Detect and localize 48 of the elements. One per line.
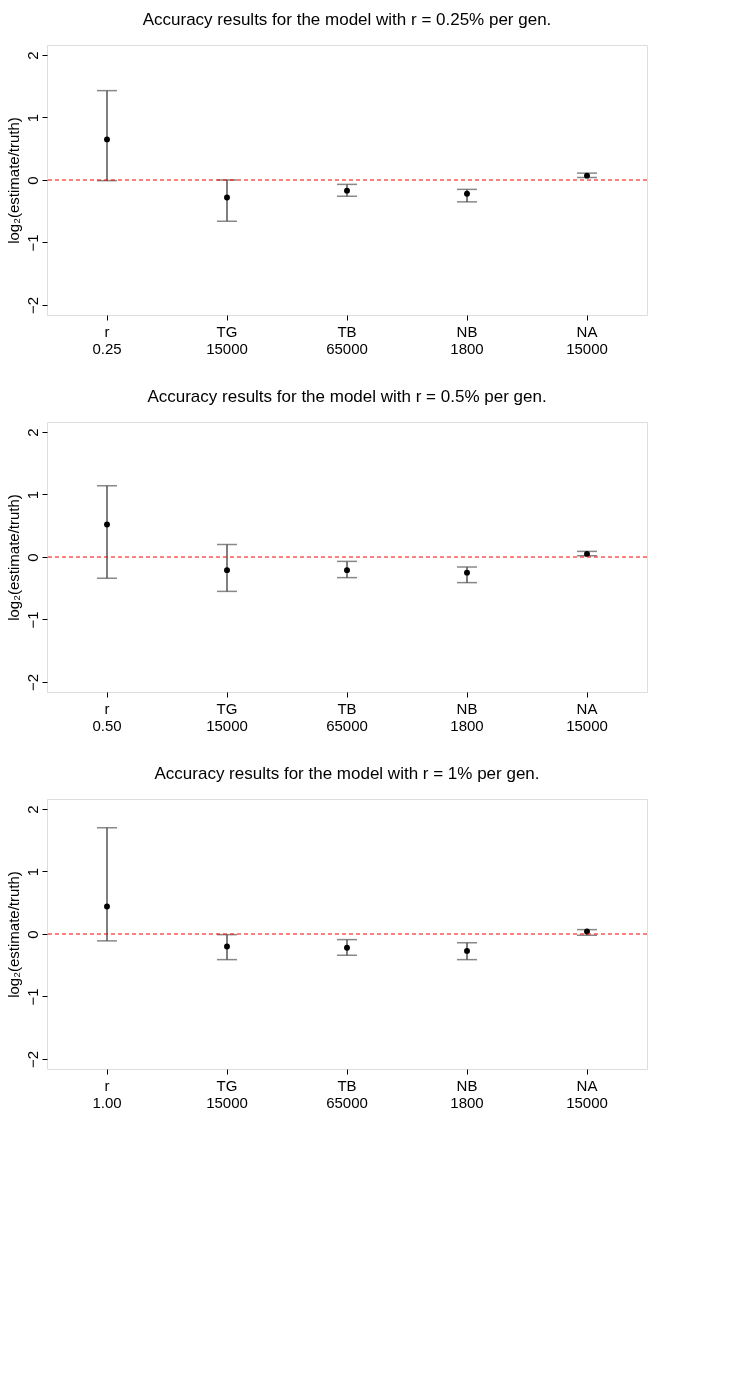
x-tick-label: TB 65000 bbox=[326, 699, 368, 734]
y-tick-label: 1 bbox=[23, 113, 41, 123]
point bbox=[224, 194, 230, 201]
point bbox=[224, 943, 230, 950]
point bbox=[344, 567, 350, 574]
y-tick-label: −1 bbox=[23, 611, 41, 629]
point bbox=[464, 569, 470, 576]
point bbox=[344, 187, 350, 194]
y-tick-label: 0 bbox=[23, 176, 41, 185]
y-tick-label: −1 bbox=[23, 988, 41, 1006]
point bbox=[104, 521, 110, 528]
y-tick-label: 2 bbox=[23, 805, 41, 814]
x-tick-label: TG 15000 bbox=[206, 699, 248, 734]
y-tick-label: 1 bbox=[23, 867, 41, 877]
x-tick-label: TB 65000 bbox=[326, 322, 368, 357]
x-tick-label: TG 15000 bbox=[206, 1076, 248, 1111]
x-tick-label: NA 15000 bbox=[566, 699, 608, 734]
y-tick-label: 2 bbox=[23, 428, 41, 437]
y-axis-title: log₂(estimate/truth) bbox=[4, 494, 22, 621]
point bbox=[464, 947, 470, 954]
y-axis-title: log₂(estimate/truth) bbox=[4, 117, 22, 244]
x-tick-label: TB 65000 bbox=[326, 1076, 368, 1111]
x-tick-label: r 0.50 bbox=[92, 699, 122, 734]
point bbox=[224, 567, 230, 574]
x-tick-label: NB 1800 bbox=[450, 322, 484, 357]
x-tick-label: NB 1800 bbox=[450, 1076, 484, 1111]
chart-title: Accuracy results for the model with r = 1% per gen. bbox=[154, 764, 540, 783]
point bbox=[104, 903, 110, 910]
y-tick-label: 2 bbox=[23, 51, 41, 60]
x-tick-label: TG 15000 bbox=[206, 322, 248, 357]
x-tick-label: NA 15000 bbox=[566, 322, 608, 357]
chart-title: Accuracy results for the model with r = 0.25% per gen. bbox=[142, 10, 552, 29]
y-tick-label: 1 bbox=[23, 490, 41, 500]
point bbox=[344, 944, 350, 951]
x-tick-label: NA 15000 bbox=[566, 1076, 608, 1111]
y-tick-label: 0 bbox=[23, 930, 41, 939]
y-axis-title: log₂(estimate/truth) bbox=[4, 871, 22, 998]
y-tick-label: −2 bbox=[23, 1050, 41, 1069]
chart-title: Accuracy results for the model with r = 0.5% per gen. bbox=[147, 387, 547, 406]
x-tick-label: r 0.25 bbox=[92, 322, 122, 357]
y-tick-label: −1 bbox=[23, 234, 41, 252]
point bbox=[464, 190, 470, 197]
x-tick-label: r 1.00 bbox=[92, 1076, 122, 1111]
y-tick-label: −2 bbox=[23, 673, 41, 692]
y-tick-label: −2 bbox=[23, 296, 41, 315]
y-tick-label: 0 bbox=[23, 553, 41, 562]
point bbox=[104, 136, 110, 143]
x-tick-label: NB 1800 bbox=[450, 699, 484, 734]
